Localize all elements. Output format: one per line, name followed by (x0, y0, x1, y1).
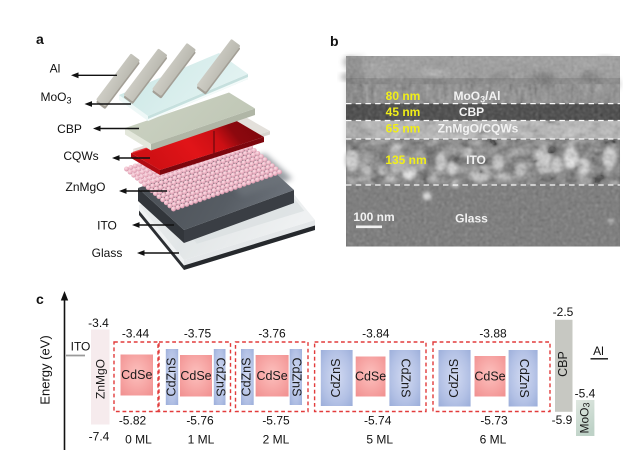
svg-text:0 ML: 0 ML (125, 433, 152, 447)
svg-text:CdSe: CdSe (256, 369, 287, 383)
svg-text:ITO: ITO (71, 340, 91, 354)
svg-text:CdZnS: CdZnS (240, 358, 254, 397)
svg-text:b: b (330, 33, 339, 49)
svg-text:CBP: CBP (57, 122, 82, 136)
svg-text:-5.9: -5.9 (552, 413, 573, 427)
svg-text:Energy (eV): Energy (eV) (38, 335, 53, 404)
svg-text:Glass: Glass (455, 212, 488, 226)
svg-text:-5.74: -5.74 (364, 414, 392, 428)
svg-text:CQWs: CQWs (63, 149, 98, 163)
svg-text:Al: Al (50, 62, 61, 76)
svg-text:ITO: ITO (466, 153, 486, 167)
svg-text:-3.76: -3.76 (258, 327, 286, 341)
svg-text:CdSe: CdSe (355, 370, 386, 384)
svg-text:-5.73: -5.73 (480, 414, 508, 428)
svg-text:6 ML: 6 ML (480, 433, 507, 447)
svg-text:-5.76: -5.76 (186, 414, 214, 428)
svg-text:65 nm: 65 nm (386, 122, 421, 136)
svg-text:MoO3/Al: MoO3/Al (453, 89, 500, 105)
svg-text:ZnMgO: ZnMgO (94, 359, 108, 399)
svg-text:100 nm: 100 nm (353, 210, 394, 224)
svg-text:CdZnS: CdZnS (164, 358, 178, 397)
svg-text:CdZnS: CdZnS (447, 359, 461, 398)
svg-text:MoO3: MoO3 (40, 90, 71, 106)
svg-text:CBP: CBP (556, 351, 570, 377)
svg-text:-3.75: -3.75 (184, 327, 212, 341)
svg-text:-5.75: -5.75 (262, 414, 290, 428)
svg-text:c: c (36, 291, 44, 307)
svg-text:CdSe: CdSe (180, 369, 211, 383)
svg-text:-7.4: -7.4 (89, 430, 110, 444)
svg-text:ZnMgO: ZnMgO (65, 180, 105, 194)
svg-text:-3.84: -3.84 (362, 327, 390, 341)
svg-text:CBP: CBP (459, 105, 484, 119)
svg-text:CdZnS: CdZnS (290, 358, 304, 397)
svg-text:Al: Al (593, 344, 604, 358)
svg-text:45 nm: 45 nm (386, 105, 421, 119)
svg-text:ITO: ITO (97, 219, 117, 233)
svg-text:CdSe: CdSe (474, 369, 505, 383)
svg-text:80 nm: 80 nm (386, 89, 421, 103)
svg-text:CdZnS: CdZnS (517, 359, 531, 398)
svg-text:ZnMgO/CQWs: ZnMgO/CQWs (438, 122, 519, 136)
svg-text:a: a (36, 31, 44, 47)
svg-text:-5.82: -5.82 (119, 414, 147, 428)
svg-text:1 ML: 1 ML (188, 433, 215, 447)
svg-text:CdSe: CdSe (121, 368, 152, 382)
svg-text:CdZnS: CdZnS (329, 359, 343, 398)
svg-text:Glass: Glass (92, 246, 123, 260)
svg-text:CdZnS: CdZnS (399, 359, 413, 398)
svg-text:-5.4: -5.4 (575, 387, 596, 401)
svg-text:135 nm: 135 nm (385, 153, 426, 167)
svg-text:MoO3: MoO3 (577, 402, 592, 433)
svg-text:-3.44: -3.44 (122, 327, 150, 341)
svg-text:-2.5: -2.5 (553, 305, 574, 319)
svg-text:-3.88: -3.88 (479, 327, 507, 341)
svg-text:2 ML: 2 ML (263, 433, 290, 447)
svg-text:-3.4: -3.4 (88, 316, 109, 330)
svg-text:CdZnS: CdZnS (213, 358, 227, 397)
svg-text:5 ML: 5 ML (366, 433, 393, 447)
